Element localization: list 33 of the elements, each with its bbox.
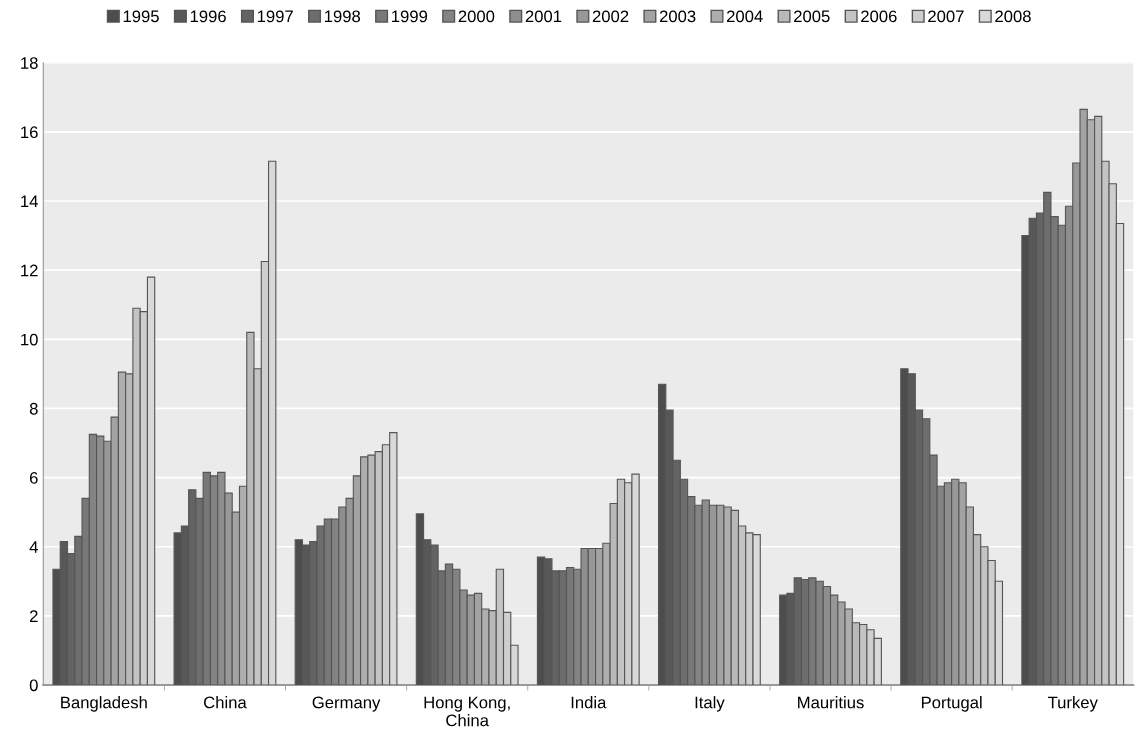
legend-label: 1996 <box>190 10 226 23</box>
legend-label: 1997 <box>257 10 293 23</box>
y-tick-label: 0 <box>29 679 38 692</box>
y-tick-label: 14 <box>21 195 38 208</box>
x-tick-label: Mauritius <box>798 696 864 709</box>
y-tick-label: 4 <box>29 541 38 553</box>
legend-label: 1995 <box>123 10 159 23</box>
legend-label: 1999 <box>392 10 428 23</box>
y-tick-label: 2 <box>29 610 38 622</box>
x-tick-label: Portugal <box>921 696 982 712</box>
y-tick-label: 16 <box>21 126 38 139</box>
x-tick-label: Italy <box>695 696 725 712</box>
x-tick-label: India <box>571 696 607 709</box>
legend-label: 2001 <box>525 10 562 23</box>
legend-label: 2007 <box>928 10 964 23</box>
legend-label: 2008 <box>995 10 1031 23</box>
legend-label: 2003 <box>659 10 696 23</box>
x-tick-label: Turkey <box>1047 696 1098 712</box>
x-tick-label: Germany <box>312 696 381 712</box>
legend-label: 1998 <box>324 10 361 23</box>
x-tick-label: Hong Kong, China <box>424 696 510 727</box>
legend-label: 2006 <box>861 10 897 23</box>
legend-label: 2000 <box>458 10 495 23</box>
legend-label: 2005 <box>794 10 830 23</box>
y-tick-label: 6 <box>30 471 38 484</box>
legend-label: 2004 <box>726 10 763 23</box>
x-tick-label: China <box>204 696 247 709</box>
x-tick-label: Bangladesh <box>61 696 147 712</box>
y-tick-label: 8 <box>29 402 38 415</box>
y-tick-label: 18 <box>21 57 38 69</box>
legend-label: 2002 <box>592 10 629 23</box>
y-tick-label: 12 <box>21 264 38 277</box>
y-tick-label: 10 <box>21 333 38 346</box>
